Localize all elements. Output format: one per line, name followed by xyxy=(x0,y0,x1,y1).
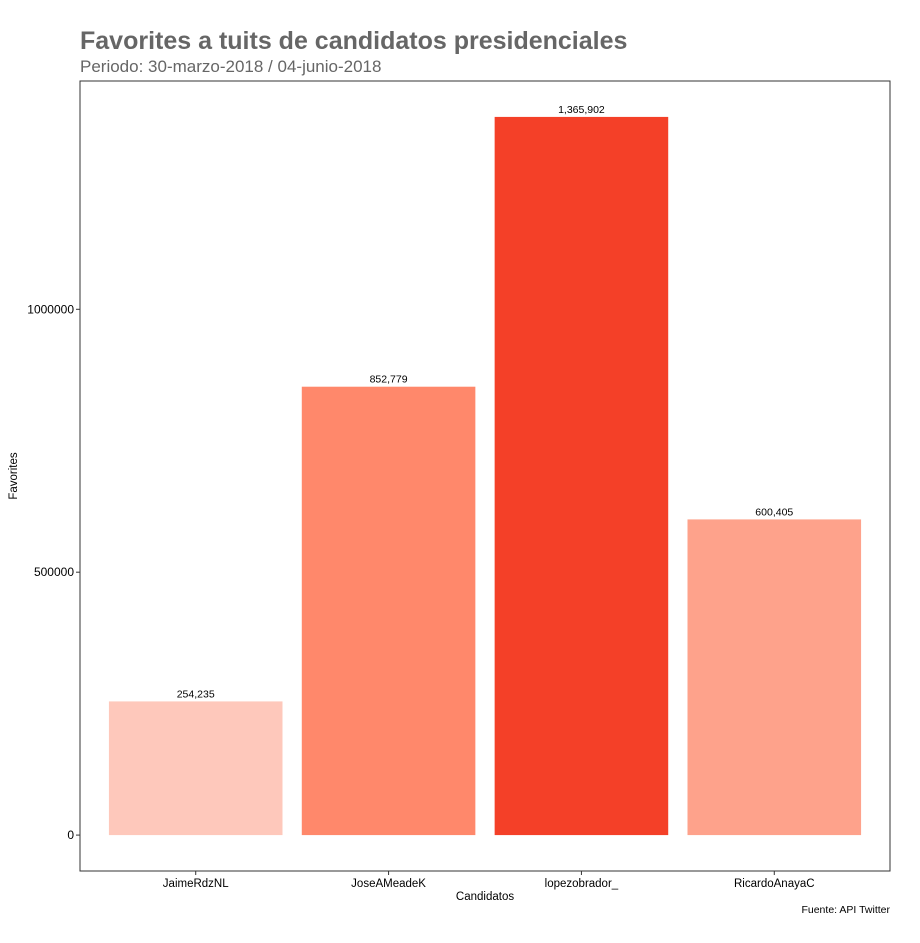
bar-value-label: 1,365,902 xyxy=(558,104,605,116)
y-tick-label: 0 xyxy=(67,828,74,842)
caption: Fuente: API Twitter xyxy=(801,904,890,916)
bar xyxy=(108,701,283,836)
x-tick-label: JaimeRdzNL xyxy=(163,878,229,890)
y-axis-title: Favorites xyxy=(8,452,20,500)
x-axis-title: Candidatos xyxy=(456,891,514,903)
bar xyxy=(301,386,476,836)
bar-value-label: 852,779 xyxy=(370,374,408,386)
y-axis: 0 500000 1000000 xyxy=(27,302,80,842)
x-axis: JaimeRdzNL JoseAMeadeK lopezobrador_ Ricard… xyxy=(163,871,815,890)
bar xyxy=(494,116,669,836)
x-tick-label: JoseAMeadeK xyxy=(351,878,426,890)
bar-value-label: 600,405 xyxy=(755,506,793,518)
plot-panel xyxy=(79,80,891,872)
x-tick-label: RicardoAnayaC xyxy=(734,878,815,890)
x-tick-label: lopezobrador_ xyxy=(545,878,619,890)
bar-value-label: 254,235 xyxy=(177,688,215,700)
data-labels: 254,235 852,779 1,365,902 600,405 xyxy=(177,104,794,701)
chart-subtitle: Periodo: 30-marzo-2018 / 04-junio-2018 xyxy=(80,57,381,76)
bars xyxy=(108,116,862,836)
bar xyxy=(687,519,862,836)
chart-title: Favorites a tuits de candidatos presiden… xyxy=(80,27,627,55)
y-tick-label: 500000 xyxy=(34,565,74,579)
y-tick-label: 1000000 xyxy=(27,302,74,316)
